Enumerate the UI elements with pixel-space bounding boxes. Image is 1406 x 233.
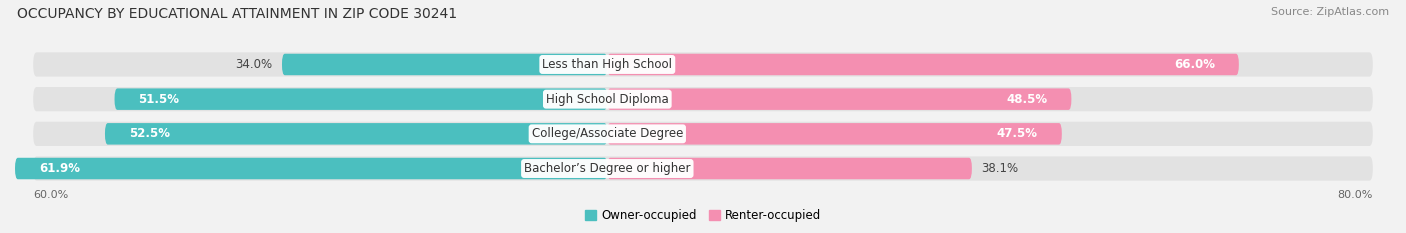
FancyBboxPatch shape xyxy=(34,122,1372,146)
FancyBboxPatch shape xyxy=(105,123,607,145)
Text: 60.0%: 60.0% xyxy=(34,190,69,200)
FancyBboxPatch shape xyxy=(607,158,972,179)
FancyBboxPatch shape xyxy=(607,123,1062,145)
Text: 47.5%: 47.5% xyxy=(997,127,1038,140)
Text: Source: ZipAtlas.com: Source: ZipAtlas.com xyxy=(1271,7,1389,17)
Text: College/Associate Degree: College/Associate Degree xyxy=(531,127,683,140)
FancyBboxPatch shape xyxy=(34,87,1372,111)
Text: 34.0%: 34.0% xyxy=(235,58,273,71)
FancyBboxPatch shape xyxy=(34,156,1372,181)
Text: 48.5%: 48.5% xyxy=(1007,93,1047,106)
Text: High School Diploma: High School Diploma xyxy=(546,93,669,106)
Text: 66.0%: 66.0% xyxy=(1174,58,1215,71)
FancyBboxPatch shape xyxy=(607,88,1071,110)
FancyBboxPatch shape xyxy=(607,54,1239,75)
FancyBboxPatch shape xyxy=(114,88,607,110)
Text: 51.5%: 51.5% xyxy=(138,93,180,106)
Text: Bachelor’s Degree or higher: Bachelor’s Degree or higher xyxy=(524,162,690,175)
Text: 38.1%: 38.1% xyxy=(981,162,1018,175)
Legend: Owner-occupied, Renter-occupied: Owner-occupied, Renter-occupied xyxy=(579,205,827,227)
Text: 52.5%: 52.5% xyxy=(129,127,170,140)
Text: Less than High School: Less than High School xyxy=(543,58,672,71)
Text: OCCUPANCY BY EDUCATIONAL ATTAINMENT IN ZIP CODE 30241: OCCUPANCY BY EDUCATIONAL ATTAINMENT IN Z… xyxy=(17,7,457,21)
Text: 61.9%: 61.9% xyxy=(39,162,80,175)
FancyBboxPatch shape xyxy=(15,158,607,179)
FancyBboxPatch shape xyxy=(34,52,1372,77)
FancyBboxPatch shape xyxy=(283,54,607,75)
Text: 80.0%: 80.0% xyxy=(1337,190,1372,200)
